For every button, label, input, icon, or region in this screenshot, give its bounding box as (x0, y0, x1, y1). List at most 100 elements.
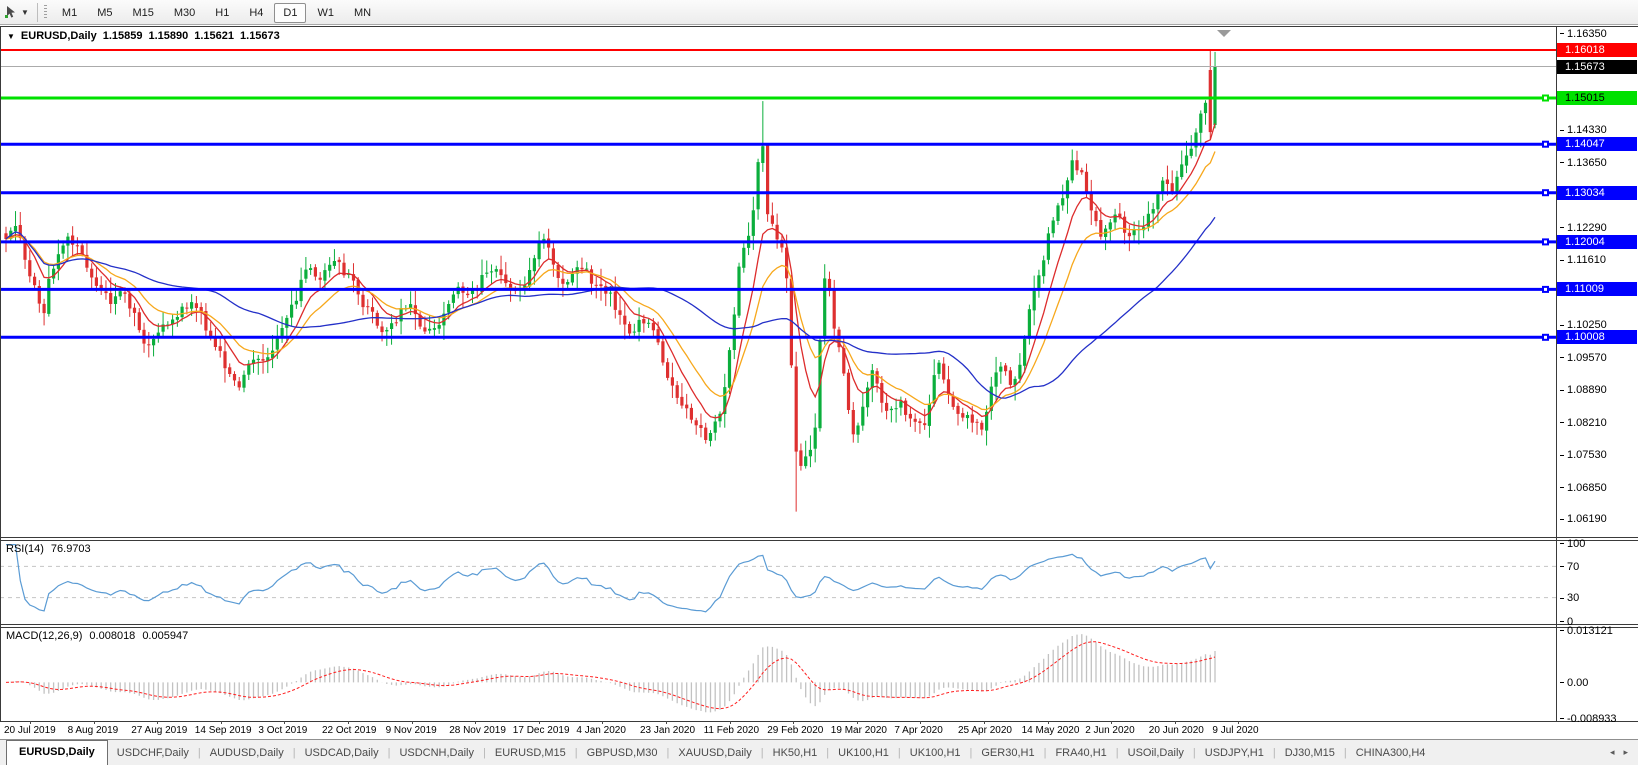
tab-separator: | (483, 746, 486, 759)
tick-dash (1560, 454, 1564, 456)
time-axis-label: 20 Jul 2019 (4, 725, 56, 736)
macd-name: MACD(12,26,9) (6, 630, 83, 642)
price-tick: 1.08210 (1560, 416, 1607, 429)
rsi-plot[interactable] (0, 540, 1557, 624)
toolbar-drag-grip[interactable] (43, 4, 47, 20)
macd-panel-bottom-border (0, 721, 1638, 722)
tab-usdcnh-daily[interactable]: USDCNH,Daily (399, 746, 474, 759)
rsi-indicator-label: RSI(14) 76.9703 (6, 543, 91, 555)
timeframe-button-m15[interactable]: M15 (132, 7, 154, 19)
cursor-arrow-icon (5, 6, 15, 18)
tab-china300-h4[interactable]: CHINA300,H4 (1355, 746, 1426, 759)
chart-menu-icon[interactable]: ▼ (7, 31, 15, 41)
time-tick (220, 721, 222, 724)
time-axis-label: 20 Jun 2020 (1148, 725, 1204, 736)
main-panel-bottom-border[interactable] (0, 537, 1638, 538)
tab-ger30-h1[interactable]: GER30,H1 (981, 746, 1035, 759)
tick-dash (1560, 487, 1564, 489)
tab-eurusd-daily[interactable]: EURUSD,Daily (6, 740, 108, 765)
time-axis-label: 28 Nov 2019 (449, 725, 506, 736)
time-tick (538, 721, 540, 724)
rsi-tick-label: 70 (1567, 560, 1580, 573)
timeframe-button-w1[interactable]: W1 (317, 7, 334, 19)
tab-xauusd-daily[interactable]: XAUUSD,Daily (678, 746, 752, 759)
tab-separator: | (574, 746, 578, 759)
macd-plot[interactable] (0, 627, 1557, 721)
tab-separator: | (1043, 746, 1047, 759)
tab-usdchf-daily[interactable]: USDCHF,Daily (116, 746, 189, 759)
tab-separator: | (969, 746, 973, 759)
macd-histogram (10, 634, 1216, 713)
macd-signal-value: 0.005947 (142, 630, 189, 642)
tab-hk50-h1[interactable]: HK50,H1 (772, 746, 818, 759)
price-tick-label: 1.11610 (1567, 254, 1606, 267)
macd-tick-label: 0.013121 (1567, 624, 1613, 637)
tab-dj30-m15[interactable]: DJ30,M15 (1284, 746, 1335, 759)
tab-gbpusd-m30[interactable]: GBPUSD,M30 (586, 746, 658, 759)
tab-fra40-h1[interactable]: FRA40,H1 (1055, 746, 1107, 759)
time-tick (729, 721, 731, 724)
tick-dash (1560, 259, 1564, 261)
time-tick (284, 721, 286, 724)
tool-dropdown-arrow-icon[interactable]: ▼ (21, 7, 29, 17)
timeframe-button-m1[interactable]: M1 (61, 7, 78, 19)
tab-uk100-h1[interactable]: UK100,H1 (909, 746, 961, 759)
tab-uk100-h1[interactable]: UK100,H1 (838, 746, 889, 759)
rsi-tick-label: 100 (1567, 537, 1586, 550)
tick-dash (1560, 227, 1564, 229)
timeframe-button-m30[interactable]: M30 (173, 7, 196, 19)
tab-scroll-left-icon[interactable]: ◂ (1609, 747, 1615, 757)
macd-signal-line (5, 641, 1216, 710)
chart-symbol-period: EURUSD,Daily (20, 30, 97, 42)
timeframe-button-mn[interactable]: MN (353, 7, 372, 19)
rsi-tick: 100 (1560, 537, 1585, 550)
time-axis-label: 11 Feb 2020 (703, 725, 760, 736)
tab-separator: | (826, 746, 830, 759)
price-tick: 1.08890 (1560, 384, 1607, 397)
candles-layer (4, 50, 1217, 512)
tick-dash (1560, 566, 1564, 568)
tab-usdjpy-h1[interactable]: USDJPY,H1 (1204, 746, 1264, 759)
timeframe-buttons: M1 M5 M15 M30 H1 H4 D1 W1 MN (52, 3, 381, 23)
tab-usoil-daily[interactable]: USOil,Daily (1127, 746, 1184, 759)
tab-eurusd-m15[interactable]: EURUSD,M15 (494, 746, 566, 759)
time-axis[interactable]: 20 Jul 2019 8 Aug 2019 27 Aug 2019 14 Sep 2… (0, 721, 1556, 739)
price-tick: 1.14330 (1560, 124, 1607, 137)
price-tick: 1.10250 (1560, 319, 1607, 332)
price-tick: 1.06850 (1560, 481, 1607, 494)
price-level-badge: 1.15015 (1557, 90, 1637, 105)
price-tick-label: 1.16350 (1567, 27, 1607, 40)
price-axis[interactable]: 1.16350 1.14330 1.13650 1.12290 1.11610 1.102… (1557, 0, 1638, 765)
rsi-tick-label: 0 (1567, 615, 1574, 628)
timeframe-button-h4[interactable]: H4 (249, 7, 264, 19)
price-tick-label: 1.09570 (1567, 351, 1607, 364)
macd-panel-top-border[interactable] (0, 627, 1638, 628)
tab-scroll-right-icon[interactable]: ▸ (1623, 747, 1628, 757)
price-level-badge: 1.14047 (1557, 137, 1637, 152)
rsi-panel-bottom-border[interactable] (0, 624, 1638, 625)
time-axis-label: 17 Dec 2019 (512, 725, 570, 736)
price-tick: 1.12290 (1560, 221, 1607, 234)
macd-tick: -0.008933 (1560, 712, 1617, 725)
price-tick-label: 1.06190 (1567, 513, 1607, 526)
rsi-panel-top-border[interactable] (0, 540, 1638, 541)
horizontal-levels-layer[interactable] (0, 49, 1557, 341)
chart-shift-marker-icon[interactable] (1217, 30, 1231, 37)
price-tick-label: 1.13650 (1567, 156, 1607, 169)
cursor-tool-icon[interactable] (2, 3, 20, 21)
price-tick-label: 1.07530 (1567, 449, 1607, 462)
timeframe-button-h1[interactable]: H1 (215, 7, 230, 19)
price-level-badge: 1.12004 (1557, 234, 1637, 249)
tab-audusd-daily[interactable]: AUDUSD,Daily (209, 746, 284, 759)
price-tick: 1.09570 (1560, 351, 1607, 364)
tab-usdcad-daily[interactable]: USDCAD,Daily (304, 746, 379, 759)
price-level-badge: 1.11009 (1557, 282, 1637, 297)
time-axis-label: 3 Oct 2019 (258, 725, 308, 736)
time-axis-label: 19 Mar 2020 (830, 725, 887, 736)
price-axis-line[interactable] (1556, 26, 1557, 721)
timeframe-button-m5[interactable]: M5 (97, 7, 113, 19)
timeframe-button-d1[interactable]: D1 (274, 3, 307, 23)
price-tick-label: 1.06850 (1567, 481, 1607, 494)
candlestick-plot[interactable] (0, 26, 1557, 537)
tick-dash (1560, 129, 1564, 131)
